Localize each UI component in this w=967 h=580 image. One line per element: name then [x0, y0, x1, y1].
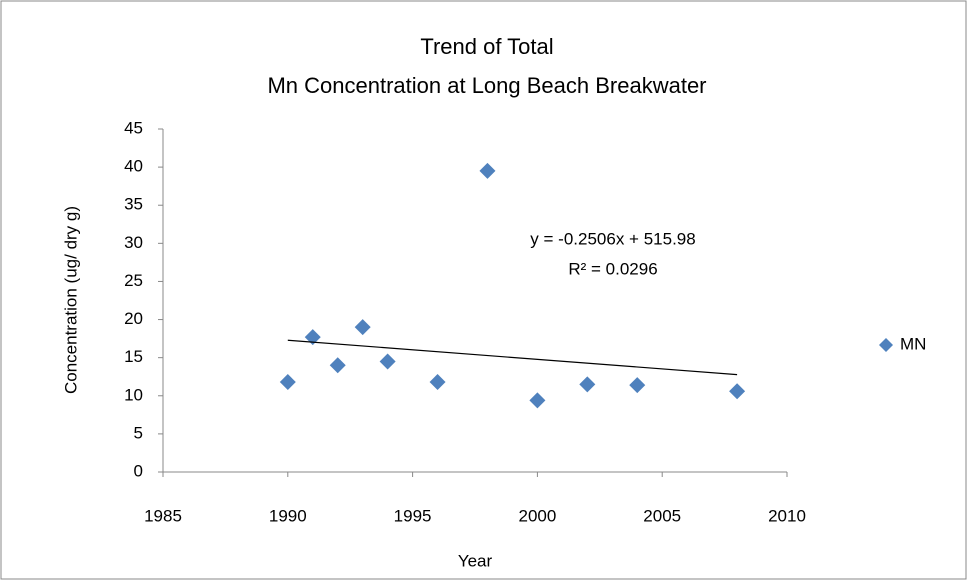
data-point: [279, 374, 296, 391]
x-tick-label: 2010: [768, 506, 806, 525]
data-point: [479, 162, 496, 179]
y-tick-label: 45: [124, 118, 143, 137]
trendline-r2: R² = 0.0296: [568, 259, 657, 278]
y-tick-label: 10: [124, 385, 143, 404]
x-tick-label: 2000: [518, 506, 556, 525]
data-point: [579, 376, 596, 393]
y-tick-label: 20: [124, 309, 143, 328]
x-axis-label: Year: [458, 551, 493, 570]
y-tick-label: 0: [134, 461, 143, 480]
x-tick-label: 2005: [643, 506, 681, 525]
y-tick-label: 25: [124, 271, 143, 290]
chart-title: Mn Concentration at Long Beach Breakwate…: [267, 73, 706, 98]
trendline: [287, 339, 738, 376]
y-tick-label: 40: [124, 157, 143, 176]
data-point: [429, 374, 446, 391]
y-tick-label: 35: [124, 195, 143, 214]
data-point: [729, 383, 746, 400]
legend-marker: [879, 338, 893, 352]
y-axis-label: Concentration (ug/ dry g): [61, 206, 80, 394]
data-point: [379, 353, 396, 370]
data-point: [354, 319, 371, 336]
y-tick-label: 30: [124, 233, 143, 252]
x-tick-label: 1990: [269, 506, 307, 525]
data-point: [304, 329, 321, 346]
y-tick-label: 15: [124, 347, 143, 366]
data-point: [629, 377, 646, 394]
data-point: [529, 392, 546, 409]
trendline-equation: y = -0.2506x + 515.98: [530, 229, 695, 248]
data-point: [329, 357, 346, 374]
legend-label: MN: [900, 334, 926, 353]
y-tick-label: 5: [134, 423, 143, 442]
chart-title: Trend of Total: [420, 34, 553, 59]
x-tick-label: 1985: [144, 506, 182, 525]
x-tick-label: 1995: [394, 506, 432, 525]
